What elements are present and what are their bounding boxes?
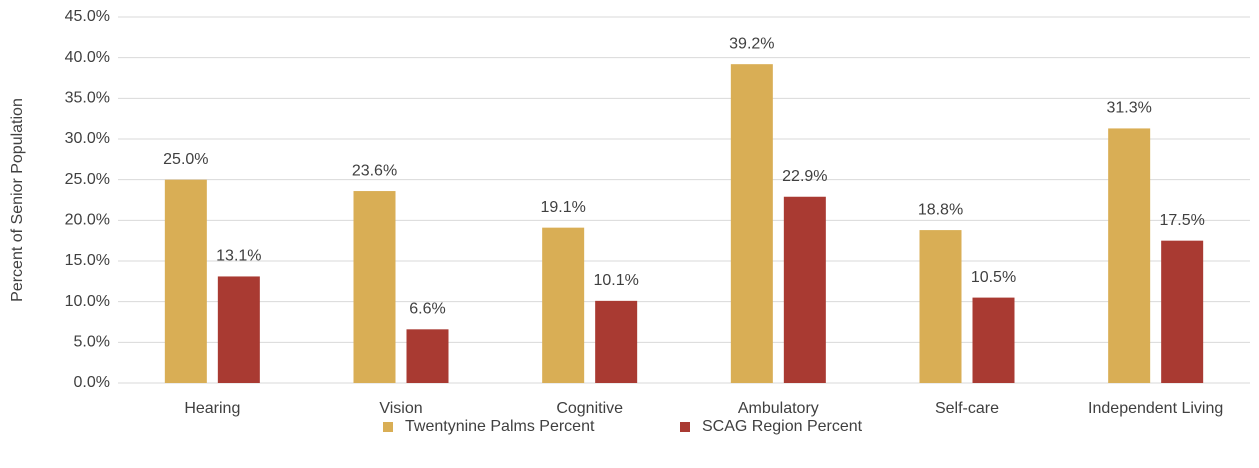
bar xyxy=(972,297,1015,383)
data-label: 19.1% xyxy=(540,199,585,216)
legend-swatch xyxy=(383,422,393,432)
y-tick-label: 5.0% xyxy=(74,334,110,351)
bar xyxy=(217,276,260,383)
bar xyxy=(164,179,207,383)
y-tick-label: 35.0% xyxy=(65,90,110,107)
bar xyxy=(1161,240,1204,383)
data-label: 23.6% xyxy=(352,162,397,179)
y-tick-label: 40.0% xyxy=(65,49,110,66)
bar xyxy=(406,329,449,383)
x-tick-label: Self-care xyxy=(935,400,999,417)
data-label: 13.1% xyxy=(216,248,261,265)
y-tick-label: 20.0% xyxy=(65,212,110,229)
bar xyxy=(783,196,826,383)
data-label: 39.2% xyxy=(729,35,774,52)
x-tick-label: Cognitive xyxy=(556,400,623,417)
y-axis-title: Percent of Senior Population xyxy=(9,98,26,302)
data-label: 6.6% xyxy=(409,301,445,318)
data-label: 18.8% xyxy=(918,201,963,218)
legend-label: SCAG Region Percent xyxy=(702,418,863,435)
bar xyxy=(730,64,773,383)
y-tick-label: 0.0% xyxy=(74,374,110,391)
x-tick-label: Hearing xyxy=(184,400,240,417)
legend-swatch xyxy=(680,422,690,432)
y-tick-label: 10.0% xyxy=(65,293,110,310)
bar xyxy=(353,191,396,383)
x-tick-label: Vision xyxy=(379,400,422,417)
x-tick-label: Ambulatory xyxy=(738,400,819,417)
data-label: 22.9% xyxy=(782,168,827,185)
bar xyxy=(1108,128,1151,383)
y-tick-label: 45.0% xyxy=(65,8,110,25)
data-label: 31.3% xyxy=(1106,100,1151,117)
legend-label: Twentynine Palms Percent xyxy=(405,418,595,435)
y-tick-label: 15.0% xyxy=(65,252,110,269)
data-label: 17.5% xyxy=(1159,212,1204,229)
bar xyxy=(542,227,585,383)
data-label: 10.1% xyxy=(593,272,638,289)
data-label: 25.0% xyxy=(163,151,208,168)
x-tick-label: Independent Living xyxy=(1088,400,1223,417)
y-tick-label: 25.0% xyxy=(65,171,110,188)
y-tick-label: 30.0% xyxy=(65,130,110,147)
data-label: 10.5% xyxy=(971,269,1016,286)
bar xyxy=(919,230,962,383)
bar xyxy=(595,300,638,383)
